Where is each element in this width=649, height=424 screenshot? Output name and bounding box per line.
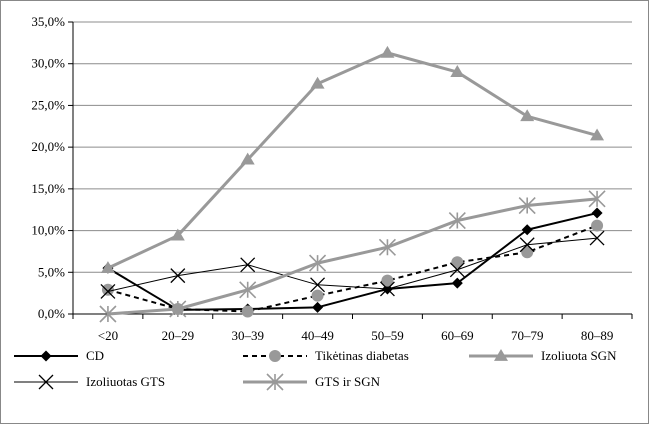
data-point [312, 301, 324, 313]
data-point [521, 246, 534, 259]
data-point [310, 76, 325, 89]
x-tick-label: 60–69 [441, 328, 474, 343]
axes: 0,0% 5,0% 10,0% 15,0% 20,0% 25,0% 30,0% 35,0% <2… [31, 14, 633, 343]
series-line [107, 51, 598, 270]
x-tick-label: 40–49 [301, 328, 334, 343]
series-line [107, 237, 598, 292]
y-tick-label: 20,0% [31, 139, 65, 154]
data-point [379, 281, 395, 297]
data-point [451, 256, 464, 269]
x-tick-label: 20–29 [162, 328, 195, 343]
gridlines [73, 21, 632, 273]
data-point [591, 207, 603, 219]
legend-marker [40, 350, 52, 362]
series-3 [100, 230, 605, 299]
data-point [380, 45, 395, 58]
data-point [240, 152, 255, 165]
data-point [520, 109, 535, 122]
legend-marker [494, 349, 508, 361]
x-tick-label: 80–89 [581, 328, 614, 343]
data-point [239, 281, 257, 299]
series-line [107, 197, 598, 316]
data-point [450, 65, 465, 77]
data-point [170, 268, 186, 284]
legend-marker [266, 373, 284, 391]
legend-item: Tikėtinas diabetas [243, 348, 409, 363]
y-tick-label: 30,0% [31, 56, 65, 71]
data-point [378, 238, 397, 256]
legend-label: CD [86, 348, 104, 363]
x-tick-label: <20 [98, 328, 118, 343]
data-point [449, 262, 465, 278]
y-tick-label: 15,0% [31, 181, 65, 196]
y-tick-label: 35,0% [31, 14, 65, 29]
data-point [170, 228, 185, 241]
data-point [451, 277, 463, 289]
data-point [169, 300, 187, 318]
y-tick-label: 25,0% [31, 97, 65, 112]
legend: CD Tikėtinas diabetas Izoliuota SGN Izoliuo… [14, 348, 617, 391]
data-point [518, 196, 536, 215]
y-tick-label: 5,0% [38, 264, 65, 279]
y-tick-label: 10,0% [31, 223, 65, 238]
data-point [310, 277, 326, 293]
legend-label: GTS ir SGN [315, 374, 381, 389]
data-point [381, 274, 394, 287]
data-point [519, 237, 535, 253]
data-point [589, 230, 605, 246]
x-tick-label: 50–59 [371, 328, 404, 343]
data-point [521, 224, 533, 236]
x-tick-label: 30–39 [231, 328, 264, 343]
data-point [311, 289, 324, 302]
legend-marker [38, 374, 54, 390]
legend-label: Izoliuotas GTS [86, 374, 165, 389]
legend-item: CD [14, 348, 104, 363]
data-point [591, 219, 604, 232]
data-point [99, 305, 117, 323]
series-4 [99, 190, 606, 323]
data-point [588, 190, 606, 208]
legend-label: Izoliuota SGN [541, 348, 617, 363]
legend-item: Izoliuota SGN [469, 348, 617, 363]
legend-label: Tikėtinas diabetas [315, 348, 409, 363]
legend-item: Izoliuotas GTS [14, 374, 165, 390]
data-point [101, 283, 114, 296]
series-line [107, 224, 598, 313]
data-point [241, 305, 254, 318]
data-point [100, 261, 115, 274]
data-point [308, 254, 327, 272]
legend-item: GTS ir SGN [243, 373, 381, 391]
x-tick-label: 70–79 [511, 328, 544, 343]
data-point [100, 284, 116, 299]
legend-marker [269, 350, 281, 362]
data-point [448, 211, 466, 230]
y-tick-label: 0,0% [38, 306, 65, 321]
data-point [590, 128, 605, 141]
data-point [240, 257, 256, 273]
series-2 [100, 45, 605, 274]
series-lines [99, 45, 606, 323]
